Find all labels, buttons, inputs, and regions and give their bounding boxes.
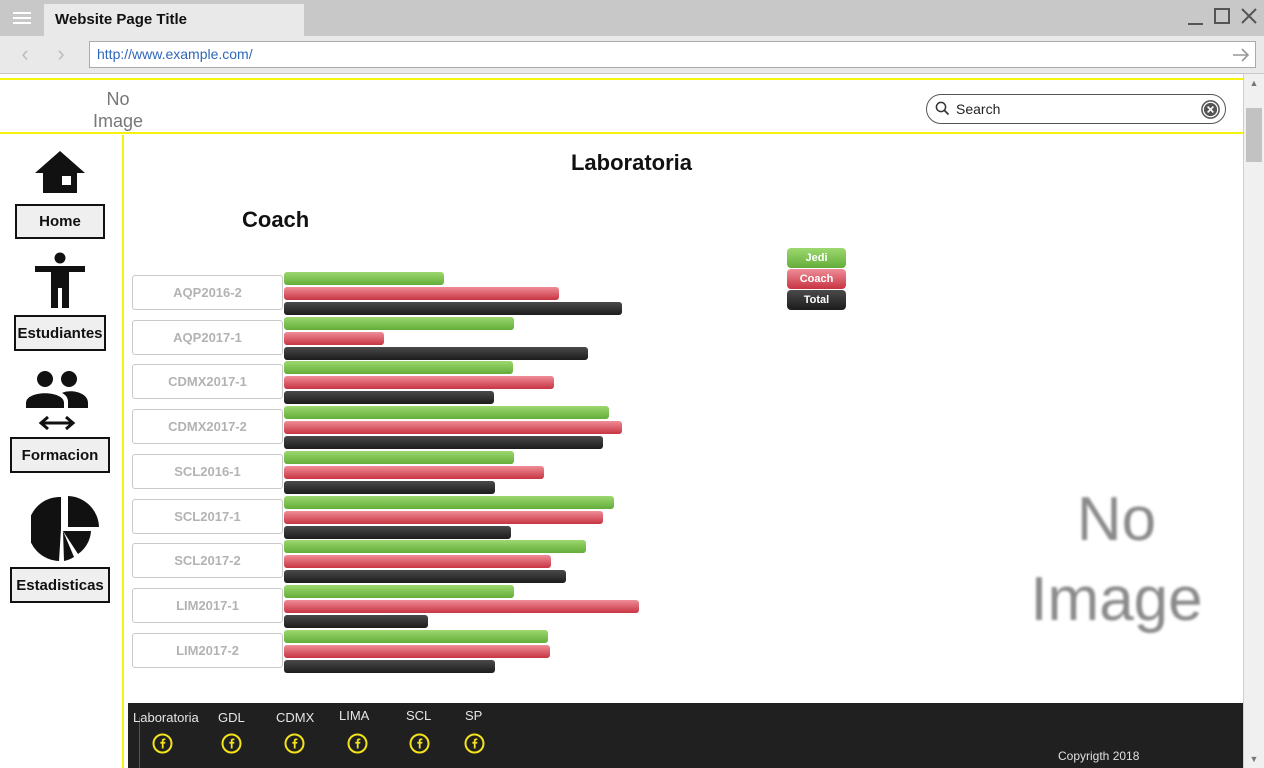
facebook-icon[interactable] [347, 733, 368, 754]
address-bar-row: ‹ › http://www.example.com/ [0, 36, 1264, 74]
footer-link-sp[interactable]: SP [465, 708, 483, 723]
clear-search-icon[interactable] [1201, 100, 1220, 119]
bar-jedi[interactable] [284, 540, 586, 554]
bar-coach[interactable] [284, 644, 550, 658]
person-icon [35, 252, 85, 308]
sidebar-item-home[interactable]: Home [15, 204, 105, 239]
scroll-down-icon[interactable]: ▼ [1249, 754, 1259, 764]
page-title: Laboratoria [570, 150, 693, 175]
bar-total[interactable] [284, 391, 494, 405]
browser-tab[interactable]: Website Page Title [44, 4, 304, 36]
search-icon [935, 101, 950, 116]
footer-link-scl[interactable]: SCL [406, 708, 432, 723]
site-footer: Laboratoria GDL CDMX LIMA SCL SP Copyrigth 20… [128, 703, 1243, 768]
bar-total[interactable] [284, 570, 566, 584]
bar-jedi[interactable] [284, 272, 444, 285]
minimize-icon[interactable] [1185, 6, 1207, 28]
scroll-thumb[interactable] [1246, 108, 1262, 162]
page-scrollbar[interactable]: ▲ ▼ [1243, 74, 1264, 768]
section-subtitle: Coach [242, 207, 310, 232]
bar-total[interactable] [284, 436, 603, 450]
bar-jedi[interactable] [284, 361, 513, 375]
footer-link-lima[interactable]: LIMA [339, 708, 370, 723]
bar-total[interactable] [284, 659, 495, 673]
facebook-icon[interactable] [284, 733, 305, 754]
bar-coach[interactable] [284, 287, 559, 300]
tab-title: Website Page Title [55, 11, 187, 28]
sidebar-item-label: Home [39, 213, 81, 230]
browser-titlebar: Website Page Title [0, 0, 1264, 36]
bar-jedi[interactable] [284, 584, 514, 598]
sidebar-item-estudiantes[interactable]: Estudiantes [14, 315, 106, 351]
category-label: CDMX2017-2 [132, 409, 283, 445]
image-placeholder: No Image [1014, 480, 1219, 640]
main-content: Laboratoria Coach AQP2016-2 AQP2017-1 CDMX… [124, 135, 1243, 703]
scroll-up-icon[interactable]: ▲ [1249, 78, 1259, 88]
copyright-text: Copyrigth 2018 [1058, 749, 1140, 763]
category-label: SCL2016-1 [132, 453, 283, 489]
legend-jedi[interactable]: Jedi [787, 248, 846, 268]
facebook-icon[interactable] [409, 733, 430, 754]
sidebar-item-label: Estadisticas [16, 576, 104, 594]
category-label: SCL2017-1 [132, 498, 283, 534]
people-exchange-icon [26, 371, 88, 431]
sidebar-item-estadisticas[interactable]: Estadisticas [10, 567, 110, 603]
sidebar-item-formacion[interactable]: Formacion [10, 437, 110, 473]
logo-line-2: Image [92, 111, 144, 131]
hamburger-menu-icon[interactable] [0, 0, 44, 36]
category-label: CDMX2017-1 [132, 364, 283, 400]
bar-total[interactable] [284, 525, 511, 539]
sidebar: Home Estudiantes Formacion E [0, 135, 124, 768]
bar-total[interactable] [284, 346, 588, 360]
bar-coach[interactable] [284, 331, 384, 345]
bar-jedi[interactable] [284, 406, 609, 420]
site-header: No Image [0, 78, 1243, 134]
bar-coach[interactable] [284, 465, 544, 479]
footer-link-laboratoria[interactable]: Laboratoria [133, 710, 199, 725]
go-arrow-icon[interactable] [1230, 44, 1252, 66]
category-label: LIM2017-1 [132, 587, 283, 623]
cohort-bar-chart: AQP2016-2 AQP2017-1 CDMX2017-1 CDMX2017-2 SC… [124, 135, 1243, 703]
forward-arrow-icon[interactable]: › [57, 41, 65, 66]
logo-line-1: No [106, 89, 130, 109]
bar-coach[interactable] [284, 555, 551, 569]
bar-jedi[interactable] [284, 316, 514, 330]
bar-coach[interactable] [284, 421, 622, 435]
facebook-icon[interactable] [152, 733, 173, 754]
bar-coach[interactable] [284, 376, 554, 390]
url-field[interactable]: http://www.example.com/ [89, 41, 1256, 68]
legend-coach[interactable]: Coach [787, 269, 846, 289]
search-box[interactable] [926, 94, 1226, 124]
sidebar-item-label: Formacion [21, 446, 99, 464]
facebook-icon[interactable] [221, 733, 242, 754]
maximize-icon[interactable] [1211, 6, 1233, 28]
bar-jedi[interactable] [284, 450, 514, 464]
category-label: AQP2017-1 [132, 319, 283, 355]
legend-total[interactable]: Total [787, 290, 846, 310]
close-window-icon[interactable] [1238, 6, 1260, 28]
facebook-icon[interactable] [464, 733, 485, 754]
footer-link-gdl[interactable]: GDL [218, 710, 245, 725]
bar-jedi[interactable] [284, 495, 614, 509]
bar-total[interactable] [284, 614, 428, 628]
bar-jedi[interactable] [284, 629, 548, 643]
bar-coach[interactable] [284, 510, 603, 524]
bar-coach[interactable] [284, 599, 639, 613]
category-label: AQP2016-2 [132, 275, 283, 310]
footer-link-cdmx[interactable]: CDMX [276, 710, 315, 725]
placeholder-line-1: No [1076, 485, 1157, 554]
footer-divider [139, 717, 140, 768]
web-page: No Image Home Estudiantes [0, 76, 1243, 768]
home-icon [35, 151, 85, 193]
back-arrow-icon[interactable]: ‹ [21, 41, 29, 66]
pie-chart-icon [31, 496, 99, 561]
bar-total[interactable] [284, 302, 622, 315]
placeholder-line-2: Image [1030, 565, 1203, 634]
sidebar-item-label: Estudiantes [17, 324, 103, 342]
category-label: SCL2017-2 [132, 543, 283, 579]
site-logo[interactable]: No Image [88, 88, 148, 132]
search-input[interactable] [956, 100, 1196, 118]
category-label: LIM2017-2 [132, 632, 283, 668]
bar-total[interactable] [284, 480, 495, 494]
